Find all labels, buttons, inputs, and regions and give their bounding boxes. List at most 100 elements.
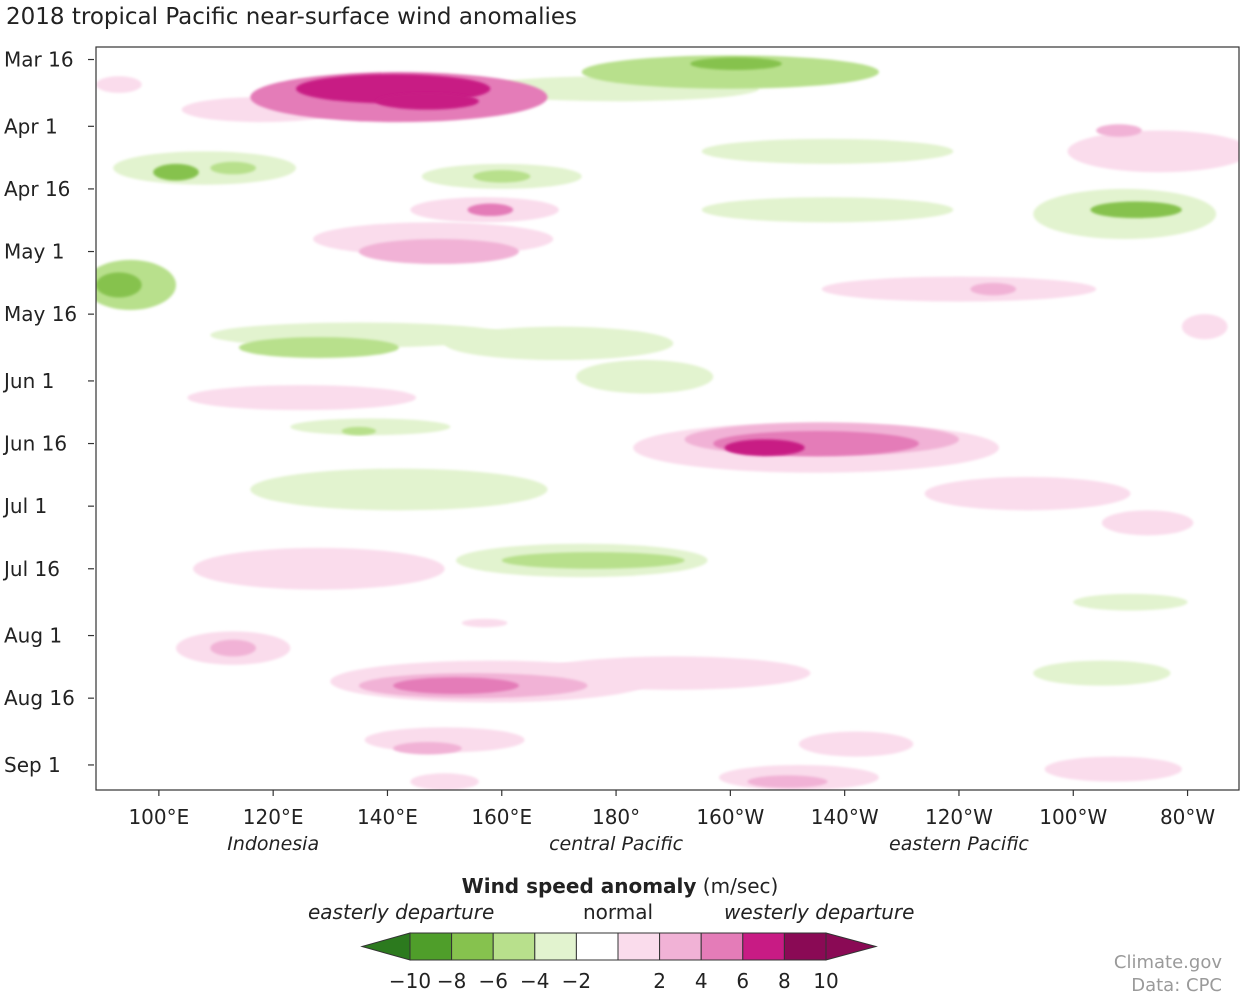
x-tick-label: 180° [592, 805, 640, 829]
region-labels: Indonesia central Pacific eastern Pacific [227, 833, 1029, 855]
colorbar-label: −6 [478, 969, 507, 993]
chart-title: 2018 tropical Pacific near-surface wind … [6, 4, 577, 30]
anomaly-blob [724, 439, 805, 457]
anomaly-blob [341, 426, 377, 436]
colorbar-segment [492, 932, 536, 961]
colorbar-segment [575, 932, 619, 961]
anomaly-blob [250, 468, 548, 511]
anomaly-blob [701, 197, 954, 223]
anomaly-blob [1067, 130, 1239, 173]
region-label: Indonesia [227, 833, 319, 855]
colorbar-segment [451, 932, 494, 961]
anomaly-blob [747, 775, 828, 788]
anomaly-blob [501, 552, 685, 569]
anomaly-blob [210, 161, 257, 175]
colorbar-arrow-westerly [825, 932, 878, 961]
colorbar-title: Wind speed anomaly (m/sec) [0, 874, 1240, 898]
anomaly-blob [153, 163, 199, 181]
anomaly-blob [473, 170, 531, 183]
anomaly-blob [96, 76, 142, 93]
y-axis: Mar 16 Apr 1 Apr 16 May 1 May 16 Jun 1 Jun 16 J… [2, 48, 94, 777]
anomaly-blob [576, 360, 714, 394]
colorbar-label: 8 [778, 969, 791, 993]
credit-climategov: Climate.gov [1113, 952, 1222, 973]
westerly-label: westerly departure [724, 900, 915, 924]
anomaly-blob [376, 92, 479, 110]
anomaly-blob [210, 639, 257, 657]
colorbar-segment [409, 932, 453, 961]
anomaly-blob [193, 547, 445, 590]
colorbar-label: 10 [813, 969, 838, 993]
anomaly-blob [467, 203, 514, 217]
anomaly-blob [1073, 593, 1188, 611]
anomaly-blob [461, 618, 508, 628]
colorbar-label: 6 [736, 969, 749, 993]
anomaly-blob [1033, 660, 1171, 686]
anomaly-blob [290, 418, 451, 436]
anomaly-blob [96, 272, 142, 298]
x-tick-label: 80°W [1160, 805, 1215, 829]
colorbar-label: 2 [653, 969, 666, 993]
x-tick-label: 120°E [243, 805, 304, 829]
anomaly-blob [1096, 124, 1142, 137]
anomaly-blob [924, 476, 1131, 511]
colorbar-segment [659, 932, 702, 961]
colorbar-segment [534, 932, 577, 961]
normal-label: normal [583, 900, 654, 924]
y-tick-label: Aug 1 [4, 624, 62, 648]
anomaly-blob [821, 276, 1097, 302]
colorbar-label: −8 [437, 969, 466, 993]
colorbar-segment [617, 932, 661, 961]
y-tick-label: Mar 16 [4, 48, 74, 72]
anomaly-blob [970, 282, 1017, 296]
anomaly-blob [113, 151, 297, 185]
anomaly-blob [393, 741, 462, 755]
y-tick-label: Aug 16 [4, 686, 75, 710]
x-axis: 100°E 120°E 140°E 160°E 180° 160°W 140°W 120°W 1… [128, 790, 1215, 829]
x-tick-label: 100°W [1039, 805, 1107, 829]
easterly-label: easterly departure [308, 900, 495, 924]
colorbar-segment [783, 932, 827, 961]
colorbar: −10 −8 −6 −4 −2 2 4 6 8 10 [360, 932, 878, 993]
anomaly-blob [581, 55, 879, 89]
anomaly-blob [798, 731, 914, 757]
y-tick-label: Jul 1 [2, 494, 47, 518]
anomaly-blob [1101, 510, 1194, 536]
colorbar-title-main: Wind speed anomaly [461, 874, 697, 898]
x-tick-label: 120°W [925, 805, 993, 829]
x-tick-label: 140°E [357, 805, 418, 829]
colorbar-segment [700, 932, 744, 961]
colorbar-segment [742, 932, 785, 961]
anomaly-blob [1181, 314, 1228, 340]
y-tick-label: Jul 16 [2, 557, 60, 581]
anomaly-blob [238, 337, 399, 358]
colorbar-arrow-easterly [360, 932, 411, 961]
y-tick-label: May 16 [4, 302, 77, 326]
colorbar-units: (m/sec) [702, 874, 779, 898]
anomaly-blob [393, 677, 519, 694]
anomaly-blob [1044, 756, 1182, 782]
colorbar-label: −4 [520, 969, 549, 993]
y-tick-label: Jun 16 [2, 432, 67, 456]
x-tick-label: 140°W [811, 805, 879, 829]
x-tick-label: 160°E [471, 805, 532, 829]
y-tick-label: May 1 [4, 240, 64, 264]
region-label: eastern Pacific [889, 833, 1029, 855]
y-tick-label: Apr 1 [4, 114, 58, 138]
anomaly-blob [690, 57, 782, 70]
anomaly-blob [358, 239, 519, 265]
plot-frame [95, 46, 1240, 791]
x-tick-label: 160°W [696, 805, 764, 829]
anomaly-blob [410, 773, 479, 790]
colorbar-label: −10 [389, 969, 431, 993]
x-tick-label: 100°E [128, 805, 189, 829]
y-tick-label: Apr 16 [4, 177, 70, 201]
plot-area [95, 46, 1240, 791]
colorbar-label: 4 [695, 969, 708, 993]
y-tick-label: Jun 1 [2, 369, 54, 393]
colorbar-label: −2 [562, 969, 591, 993]
anomaly-blob [701, 138, 954, 164]
anomaly-blob [1090, 201, 1182, 219]
anomaly-blob [187, 385, 417, 411]
